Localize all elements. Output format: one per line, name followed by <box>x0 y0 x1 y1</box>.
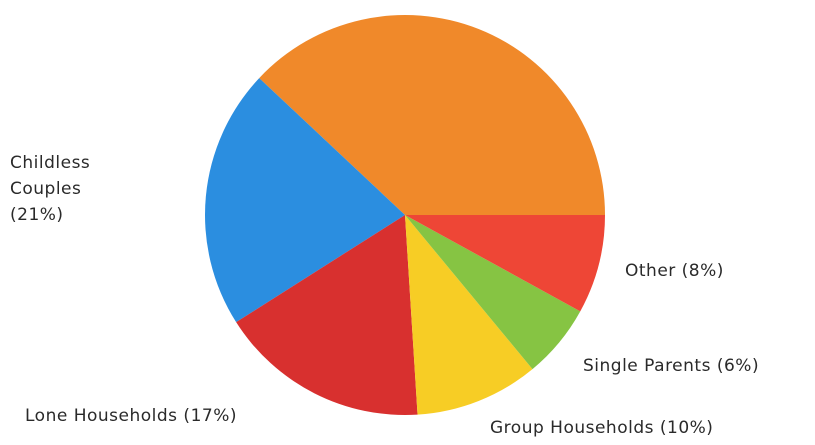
pie-slice <box>204 78 405 323</box>
pie-slice <box>405 215 533 415</box>
slice-label: Childless Couples (21%) <box>10 153 91 225</box>
slice-label: Group Households (10%) <box>490 418 714 438</box>
pie-slice <box>405 215 605 312</box>
slice-label: Other (8%) <box>625 261 724 281</box>
pie-slice <box>405 215 581 370</box>
pie-slice <box>259 15 605 216</box>
slice-label: Lone Households (17%) <box>25 406 237 426</box>
pie-slice <box>236 215 418 415</box>
slice-label: Single Parents (6%) <box>583 356 760 376</box>
